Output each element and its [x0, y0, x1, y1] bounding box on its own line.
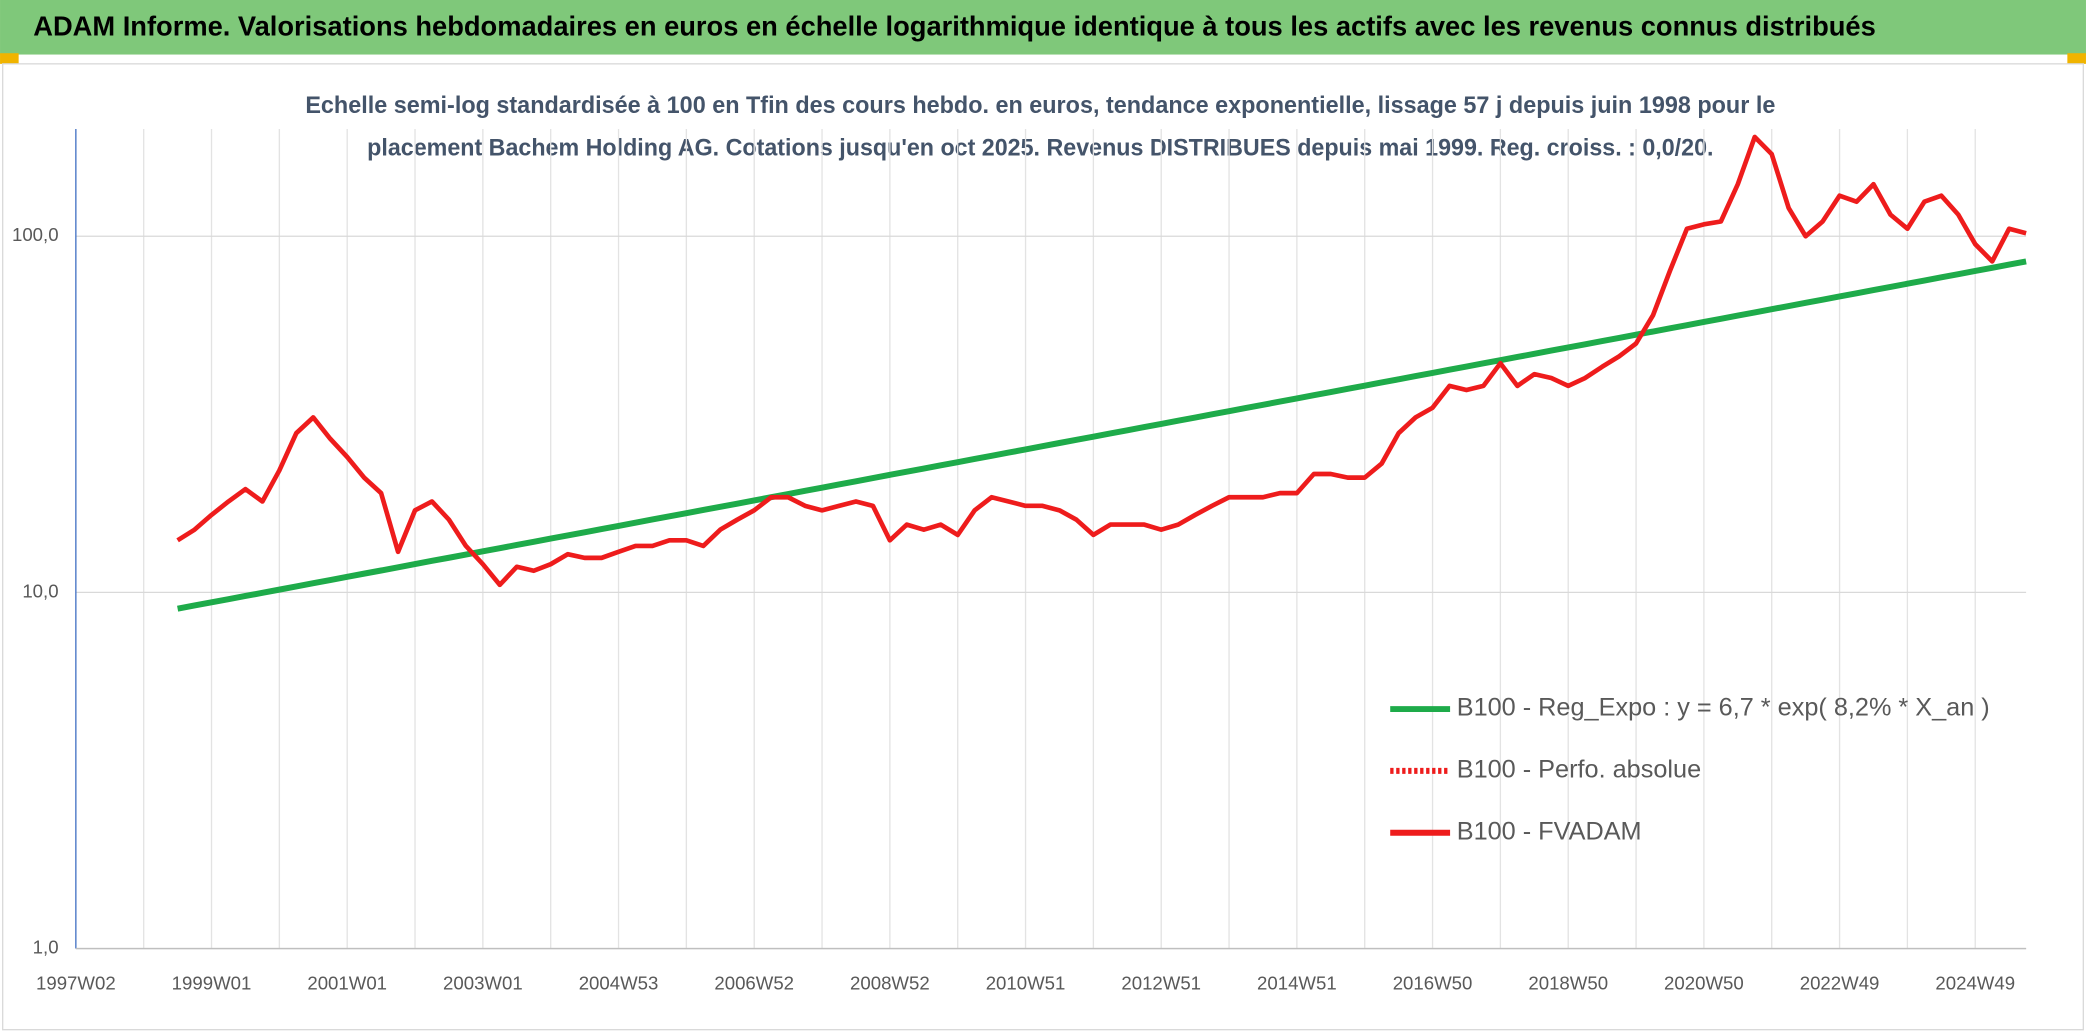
chart-subtitle: Echelle semi-log standardisée à 100 en T…: [305, 92, 1775, 119]
legend-label: B100 - Perfo. absolue: [1457, 756, 1701, 784]
x-tick-label: 2008W52: [850, 972, 930, 993]
x-tick-label: 1997W02: [36, 972, 116, 993]
x-tick-label: 2010W51: [986, 972, 1066, 993]
corner: [2067, 53, 2086, 64]
chart-subtitle: placement Bachem Holding AG. Cotations j…: [367, 134, 1713, 161]
x-tick-label: 2022W49: [1800, 972, 1880, 993]
series-line: [176, 134, 2027, 588]
x-tick-label: 2006W52: [714, 972, 794, 993]
legend-label: B100 - Reg_Expo : y = 6,7 * exp( 8,2% * …: [1457, 694, 1990, 722]
x-tick-label: 2016W50: [1393, 972, 1473, 993]
x-tick-label: 2003W01: [443, 972, 523, 993]
header-bar: [0, 0, 2086, 55]
legend-label: B100 - FVADAM: [1457, 817, 1642, 845]
x-tick-label: 2018W50: [1528, 972, 1608, 993]
corner: [0, 53, 19, 64]
x-tick-label: 2001W01: [307, 972, 387, 993]
x-tick-label: 1999W01: [172, 972, 252, 993]
panel-border: [2, 63, 2084, 1031]
x-tick-label: 2012W51: [1121, 972, 1201, 993]
y-tick-label: 100,0: [12, 224, 59, 245]
x-tick-label: 2004W53: [579, 972, 659, 993]
series-line: [177, 258, 2027, 612]
x-tick-label: 2014W51: [1257, 972, 1337, 993]
y-tick-label: 10,0: [22, 580, 58, 601]
x-tick-label: 2020W50: [1664, 972, 1744, 993]
x-tick-label: 2024W49: [1935, 972, 2015, 993]
y-tick-label: 1,0: [33, 936, 59, 957]
chart-title: ADAM Informe. Valorisations hebdomadaire…: [33, 10, 1876, 41]
